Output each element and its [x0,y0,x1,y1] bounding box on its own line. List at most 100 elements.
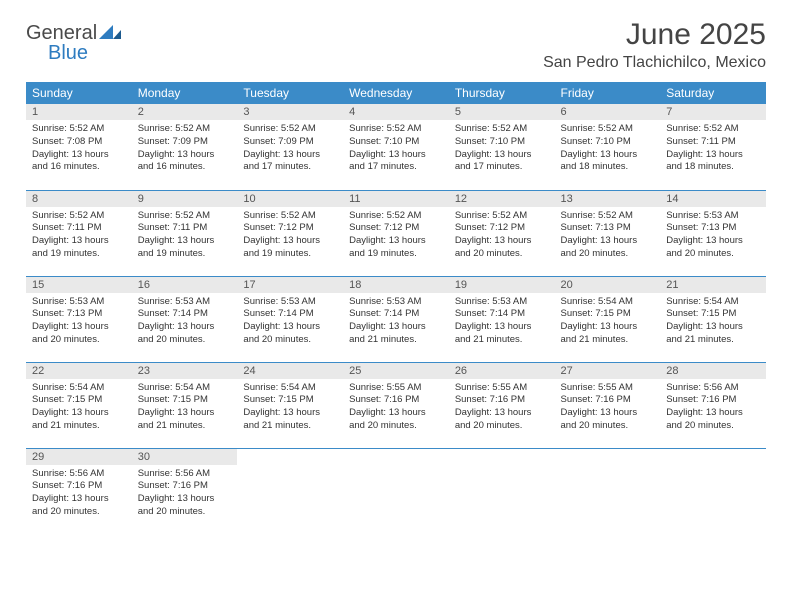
sunrise-text: Sunrise: 5:56 AM [138,468,232,481]
daylight-text: Daylight: 13 hours [561,407,655,420]
logo-text-blue: Blue [26,42,88,64]
day-cell [555,448,661,534]
sunrise-text: Sunrise: 5:54 AM [666,296,760,309]
daylight-text: and 20 minutes. [32,506,126,519]
day-number: 27 [555,363,661,379]
sunset-text: Sunset: 7:09 PM [138,136,232,149]
sunset-text: Sunset: 7:12 PM [243,222,337,235]
sunrise-text: Sunrise: 5:53 AM [666,210,760,223]
day-cell: 10Sunrise: 5:52 AMSunset: 7:12 PMDayligh… [237,190,343,276]
sunset-text: Sunset: 7:14 PM [455,308,549,321]
title-block: June 2025 San Pedro Tlachichilco, Mexico [543,18,766,72]
day-cell: 3Sunrise: 5:52 AMSunset: 7:09 PMDaylight… [237,104,343,190]
weekday-header: Friday [555,82,661,104]
daylight-text: Daylight: 13 hours [455,149,549,162]
day-number: 28 [660,363,766,379]
weekday-header: Tuesday [237,82,343,104]
day-cell: 12Sunrise: 5:52 AMSunset: 7:12 PMDayligh… [449,190,555,276]
daylight-text: Daylight: 13 hours [561,321,655,334]
daylight-text: Daylight: 13 hours [666,321,760,334]
day-cell: 20Sunrise: 5:54 AMSunset: 7:15 PMDayligh… [555,276,661,362]
daylight-text: Daylight: 13 hours [138,235,232,248]
day-number: 16 [132,277,238,293]
sunset-text: Sunset: 7:16 PM [666,394,760,407]
day-cell: 8Sunrise: 5:52 AMSunset: 7:11 PMDaylight… [26,190,132,276]
sunset-text: Sunset: 7:14 PM [349,308,443,321]
daylight-text: Daylight: 13 hours [666,407,760,420]
day-number: 24 [237,363,343,379]
day-body: Sunrise: 5:55 AMSunset: 7:16 PMDaylight:… [449,379,555,439]
sunset-text: Sunset: 7:10 PM [561,136,655,149]
month-title: June 2025 [543,18,766,52]
sunrise-text: Sunrise: 5:52 AM [349,210,443,223]
daylight-text: Daylight: 13 hours [455,321,549,334]
day-cell [449,448,555,534]
day-number: 18 [343,277,449,293]
day-body: Sunrise: 5:53 AMSunset: 7:14 PMDaylight:… [132,293,238,353]
sunset-text: Sunset: 7:15 PM [138,394,232,407]
day-body: Sunrise: 5:53 AMSunset: 7:14 PMDaylight:… [343,293,449,353]
day-number: 17 [237,277,343,293]
day-body: Sunrise: 5:52 AMSunset: 7:10 PMDaylight:… [449,120,555,180]
sunset-text: Sunset: 7:10 PM [455,136,549,149]
sunset-text: Sunset: 7:16 PM [561,394,655,407]
day-cell: 30 Sunrise: 5:56 AMSunset: 7:16 PMDayligh… [132,448,238,534]
day-cell: 14Sunrise: 5:53 AMSunset: 7:13 PMDayligh… [660,190,766,276]
sunrise-text: Sunrise: 5:52 AM [138,123,232,136]
sunrise-text: Sunrise: 5:52 AM [243,123,337,136]
day-body: Sunrise: 5:52 AMSunset: 7:08 PMDaylight:… [26,120,132,180]
day-number: 29 [26,449,132,465]
day-number: 6 [555,104,661,120]
sunrise-text: Sunrise: 5:52 AM [243,210,337,223]
sunrise-text: Sunrise: 5:54 AM [561,296,655,309]
day-body: Sunrise: 5:55 AMSunset: 7:16 PMDaylight:… [343,379,449,439]
sunrise-text: Sunrise: 5:53 AM [243,296,337,309]
daylight-text: and 20 minutes. [349,420,443,433]
day-number: 19 [449,277,555,293]
sunset-text: Sunset: 7:16 PM [138,480,232,493]
daylight-text: and 21 minutes. [243,420,337,433]
sunrise-text: Sunrise: 5:54 AM [32,382,126,395]
day-cell: 26Sunrise: 5:55 AMSunset: 7:16 PMDayligh… [449,362,555,448]
day-number: 30 [132,449,238,465]
day-cell: 29Sunrise: 5:56 AMSunset: 7:16 PMDayligh… [26,448,132,534]
week-row: 15Sunrise: 5:53 AMSunset: 7:13 PMDayligh… [26,276,766,362]
day-body: Sunrise: 5:53 AMSunset: 7:13 PMDaylight:… [660,207,766,267]
sunrise-text: Sunrise: 5:55 AM [561,382,655,395]
daylight-text: and 19 minutes. [138,248,232,261]
header: General Blue June 2025 San Pedro Tlachic… [26,18,766,72]
sunrise-text: Sunrise: 5:52 AM [32,123,126,136]
day-body: Sunrise: 5:52 AMSunset: 7:09 PMDaylight:… [237,120,343,180]
weekday-header: Saturday [660,82,766,104]
sunset-text: Sunset: 7:16 PM [455,394,549,407]
day-number: 22 [26,363,132,379]
day-cell: 6Sunrise: 5:52 AMSunset: 7:10 PMDaylight… [555,104,661,190]
daylight-text: Daylight: 13 hours [666,235,760,248]
daylight-text: Daylight: 13 hours [32,235,126,248]
day-body: Sunrise: 5:52 AMSunset: 7:12 PMDaylight:… [449,207,555,267]
day-body: Sunrise: 5:54 AMSunset: 7:15 PMDaylight:… [237,379,343,439]
day-body: Sunrise: 5:53 AMSunset: 7:14 PMDaylight:… [237,293,343,353]
daylight-text: and 19 minutes. [349,248,443,261]
daylight-text: Daylight: 13 hours [32,407,126,420]
daylight-text: and 17 minutes. [349,161,443,174]
daylight-text: Daylight: 13 hours [243,149,337,162]
day-cell: 28 Sunrise: 5:56 AMSunset: 7:16 PMDayligh… [660,362,766,448]
week-row: 29 Sunrise: 5:56 AMSunset: 7:16 PMDayligh… [26,448,766,534]
day-body: Sunrise: 5:52 AMSunset: 7:10 PMDaylight:… [555,120,661,180]
sunrise-text: Sunrise: 5:52 AM [349,123,443,136]
daylight-text: and 20 minutes. [455,248,549,261]
daylight-text: and 21 minutes. [138,420,232,433]
sunset-text: Sunset: 7:11 PM [32,222,126,235]
daylight-text: and 16 minutes. [138,161,232,174]
daylight-text: Daylight: 13 hours [138,493,232,506]
daylight-text: and 21 minutes. [455,334,549,347]
daylight-text: and 20 minutes. [455,420,549,433]
daylight-text: Daylight: 13 hours [243,321,337,334]
daylight-text: and 20 minutes. [561,248,655,261]
week-row: 8Sunrise: 5:52 AMSunset: 7:11 PMDaylight… [26,190,766,276]
day-number: 3 [237,104,343,120]
logo-text-general: General [26,22,97,44]
day-number: 15 [26,277,132,293]
sunrise-text: Sunrise: 5:56 AM [666,382,760,395]
